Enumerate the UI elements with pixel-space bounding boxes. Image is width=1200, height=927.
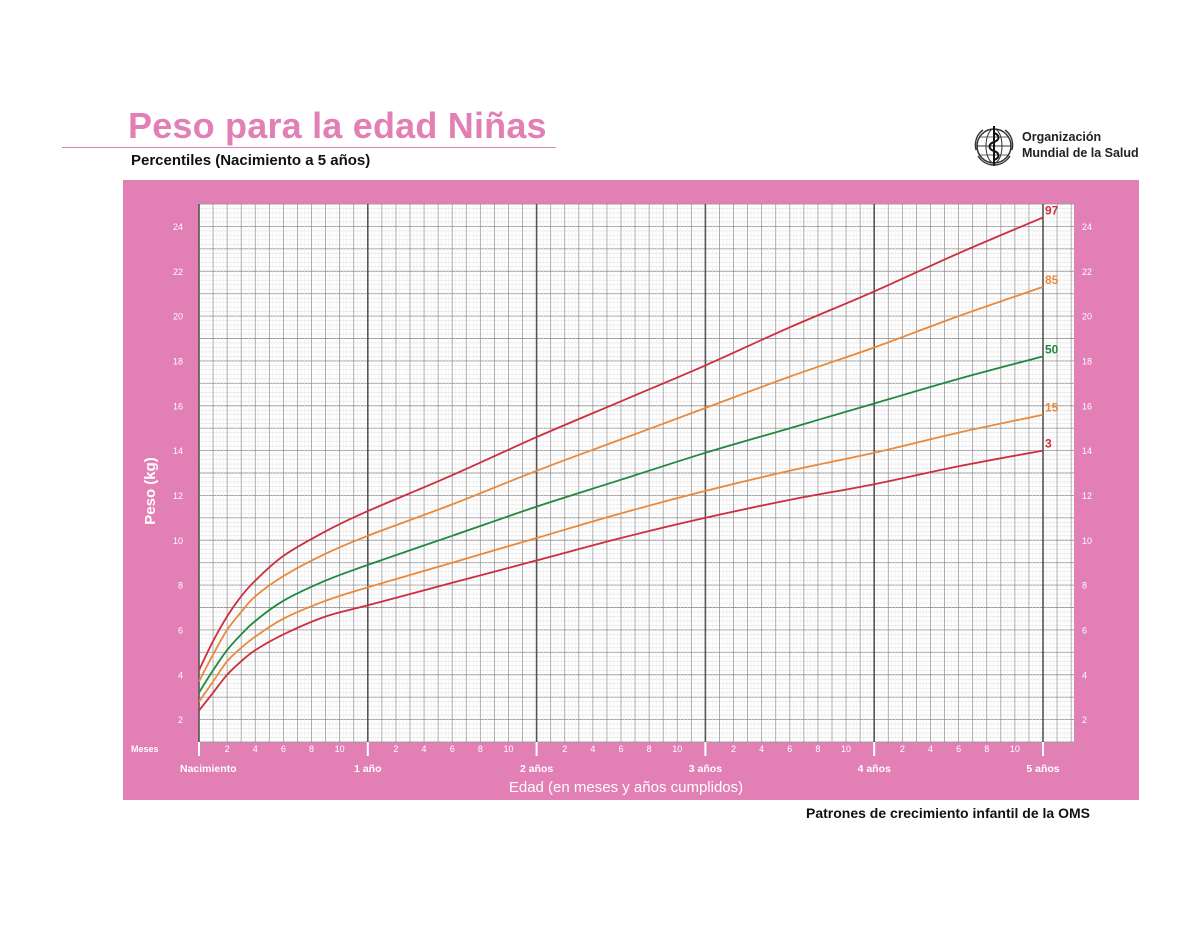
x-tick-label-month: 6 <box>956 744 961 754</box>
x-tick-label-month: 2 <box>562 744 567 754</box>
x-tick-label-month: 4 <box>590 744 595 754</box>
page-subtitle: Percentiles (Nacimiento a 5 años) <box>131 152 371 169</box>
who-emblem-icon <box>974 126 1014 166</box>
y-tick-label-left: 4 <box>178 670 183 680</box>
y-tick-label-right: 12 <box>1082 491 1092 501</box>
x-year-label: 5 años <box>1026 763 1059 775</box>
grid <box>198 203 1074 743</box>
y-tick-label-right: 6 <box>1082 625 1087 635</box>
x-tick-label-month: 4 <box>759 744 764 754</box>
x-tick-label-month: 8 <box>478 744 483 754</box>
x-tick-label-month: 10 <box>335 744 345 754</box>
x-tick-label-month: 10 <box>1010 744 1020 754</box>
x-tick-label-month: 6 <box>281 744 286 754</box>
y-tick-label-left: 14 <box>173 446 183 456</box>
y-tick-label-right: 18 <box>1082 356 1092 366</box>
y-tick-label-right: 22 <box>1082 267 1092 277</box>
y-tick-label-left: 2 <box>178 715 183 725</box>
logo-line-2: Mundial de la Salud <box>1022 146 1139 160</box>
y-tick-label-right: 20 <box>1082 312 1092 322</box>
x-tick-label-month: 6 <box>618 744 623 754</box>
footer-note: Patrones de crecimiento infantil de la O… <box>806 805 1090 821</box>
y-tick-label-left: 10 <box>173 536 183 546</box>
x-year-label: 1 año <box>354 763 381 775</box>
y-tick-label-right: 4 <box>1082 670 1087 680</box>
x-tick-label-month: 4 <box>253 744 258 754</box>
y-tick-label-right: 14 <box>1082 446 1092 456</box>
y-tick-label-left: 16 <box>173 401 183 411</box>
x-tick-label-month: 6 <box>787 744 792 754</box>
percentile-15-line <box>198 413 1044 703</box>
percentile-85-line <box>198 286 1044 682</box>
x-tick-label-month: 8 <box>984 744 989 754</box>
x-tick-label-month: 4 <box>422 744 427 754</box>
x-tick-label-month: 8 <box>647 744 652 754</box>
title-divider <box>62 147 556 148</box>
percentile-15-label: 15 <box>1045 401 1059 415</box>
x-tick-label-month: 2 <box>731 744 736 754</box>
x-year-label: Nacimiento <box>180 763 237 775</box>
y-tick-label-left: 8 <box>178 581 183 591</box>
x-year-label: 4 años <box>858 763 891 775</box>
y-axis-title: Peso (kg) <box>142 457 159 525</box>
x-tick-label-month: 2 <box>393 744 398 754</box>
percentile-85-label: 85 <box>1045 273 1059 287</box>
y-tick-label-left: 12 <box>173 491 183 501</box>
series-lines: 97 85 50 15 3 <box>198 203 1059 712</box>
y-tick-label-right: 16 <box>1082 401 1092 411</box>
percentile-3-line <box>198 449 1044 712</box>
logo-line-1: Organización <box>1022 130 1102 144</box>
y-tick-label-left: 20 <box>173 312 183 322</box>
x-tick-label-month: 10 <box>503 744 513 754</box>
page-title: Peso para la edad Niñas <box>128 105 547 146</box>
percentile-97-line <box>198 216 1044 671</box>
y-tick-label-right: 8 <box>1082 581 1087 591</box>
y-tick-label-left: 22 <box>173 267 183 277</box>
x-year-label: 2 años <box>520 763 553 775</box>
y-tick-label-right: 24 <box>1082 222 1092 232</box>
percentile-50-line <box>198 355 1044 694</box>
y-tick-label-right: 10 <box>1082 536 1092 546</box>
x-tick-label-month: 2 <box>900 744 905 754</box>
x-tick-label-month: 8 <box>815 744 820 754</box>
percentile-97-label: 97 <box>1045 203 1059 217</box>
x-axis-title: Edad (en meses y años cumplidos) <box>509 779 743 796</box>
x-tick-label-month: 6 <box>450 744 455 754</box>
y-tick-label-left: 18 <box>173 356 183 366</box>
percentile-3-label: 3 <box>1045 437 1052 451</box>
who-logo: Organización Mundial de la Salud <box>972 124 1156 168</box>
x-tick-label-month: 2 <box>225 744 230 754</box>
x-tick-label-month: 4 <box>928 744 933 754</box>
y-tick-label-left: 6 <box>178 625 183 635</box>
x-tick-label-month: 10 <box>841 744 851 754</box>
x-tick-label-month: 8 <box>309 744 314 754</box>
percentile-50-label: 50 <box>1045 342 1059 356</box>
x-tick-label-month: 10 <box>672 744 682 754</box>
x-unit-label: Meses <box>131 744 159 754</box>
y-tick-label-right: 2 <box>1082 715 1087 725</box>
x-year-label: 3 años <box>689 763 722 775</box>
y-tick-label-left: 24 <box>173 222 183 232</box>
